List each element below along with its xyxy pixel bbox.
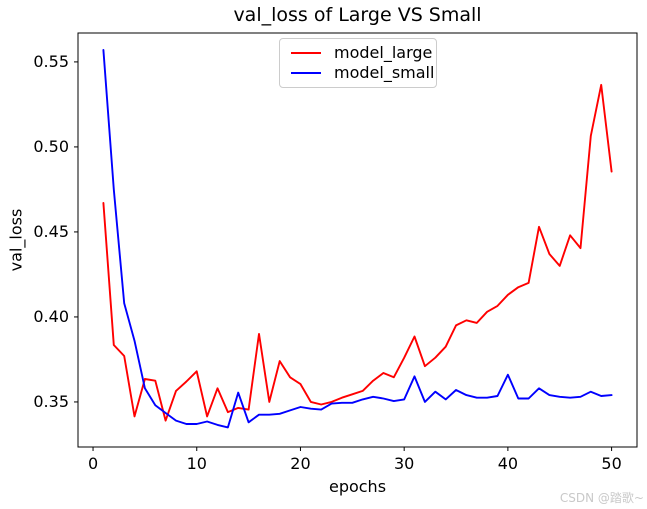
legend-item-model-large: model_large <box>291 43 432 63</box>
x-tick-label: 10 <box>187 454 207 473</box>
x-tick-label: 0 <box>88 454 98 473</box>
y-tick-label: 0.40 <box>33 307 69 326</box>
legend-blue-line-swatch <box>291 71 321 75</box>
series-line-model_small <box>102 49 613 429</box>
legend-red-line-swatch <box>291 51 321 55</box>
series-line-model_large <box>102 83 613 422</box>
y-tick-label: 0.35 <box>33 392 69 411</box>
chart-title: val_loss of Large VS Small <box>233 4 482 26</box>
x-tick-label: 30 <box>394 454 414 473</box>
legend-item-model-small: model_small <box>291 63 434 83</box>
y-tick-label: 0.50 <box>33 137 69 156</box>
x-tick-label: 50 <box>601 454 621 473</box>
y-tick-label: 0.55 <box>33 52 69 71</box>
legend-label-model-small: model_small <box>334 63 435 82</box>
legend: model_large model_small <box>279 38 437 88</box>
plot-frame <box>77 32 638 448</box>
y-axis-label: val_loss <box>6 208 26 272</box>
legend-label-model-large: model_large <box>334 43 433 62</box>
y-tick-label: 0.45 <box>33 222 69 241</box>
x-tick-label: 40 <box>498 454 518 473</box>
x-tick-label: 20 <box>290 454 310 473</box>
watermark: CSDN @踏歌~ <box>559 491 644 505</box>
x-axis-label: epochs <box>328 477 387 496</box>
